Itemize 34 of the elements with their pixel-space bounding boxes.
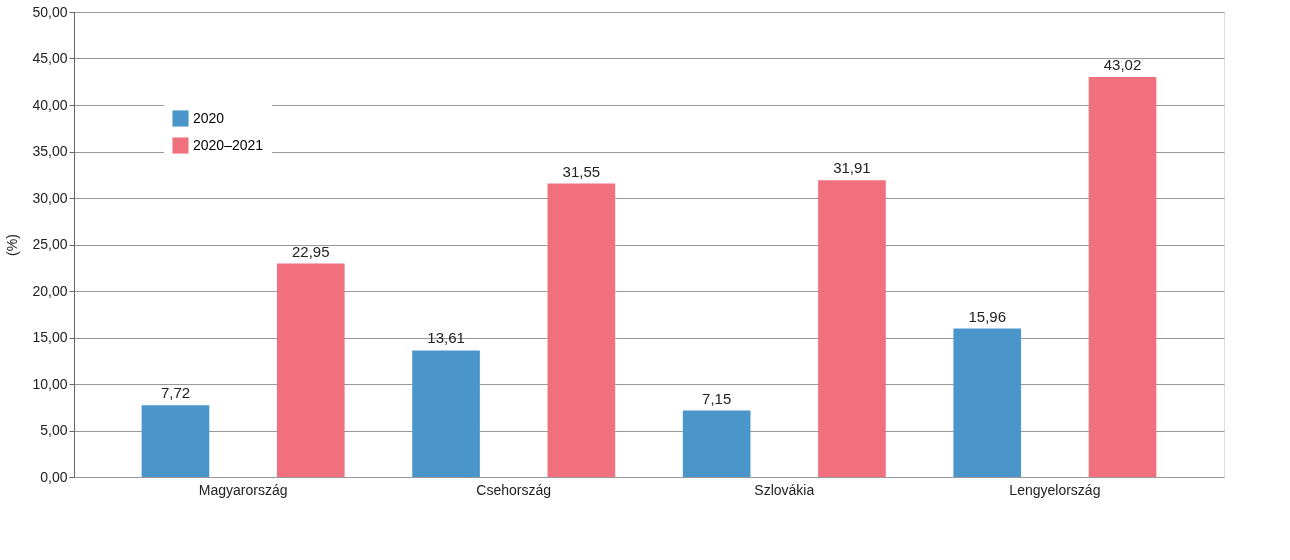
x-tick-label: Szlovákia <box>754 481 815 498</box>
y-tick-label: 50,00 <box>32 3 68 20</box>
bar <box>412 350 480 477</box>
y-tick-label: 40,00 <box>32 96 68 113</box>
data-label: 31,55 <box>562 162 601 180</box>
bar <box>953 328 1022 477</box>
data-label: 7,15 <box>702 389 732 407</box>
bar <box>682 410 751 477</box>
bar <box>141 405 210 477</box>
y-tick-label: 0,00 <box>40 468 68 485</box>
x-tick-label: Csehország <box>476 481 552 498</box>
y-tick-label: 45,00 <box>32 50 68 66</box>
bar <box>547 183 616 477</box>
data-label: 22,95 <box>291 242 330 260</box>
bar <box>1088 76 1157 477</box>
data-label: 43,02 <box>1103 55 1142 73</box>
x-tick-label: Magyarország <box>198 481 288 498</box>
y-tick-label: 30,00 <box>32 189 68 206</box>
data-label: 13,61 <box>427 329 465 347</box>
x-tick-label: Lengyelország <box>1009 481 1101 498</box>
y-tick-label: 15,00 <box>32 329 68 345</box>
data-label: 31,91 <box>833 159 871 177</box>
data-label: 7,72 <box>160 384 191 402</box>
legend-label: 2020–2021 <box>193 136 264 153</box>
y-tick-label: 20,00 <box>32 282 68 299</box>
y-tick-label: 25,00 <box>32 236 68 252</box>
y-tick-label: 35,00 <box>32 143 68 159</box>
bar <box>276 263 345 477</box>
bar <box>818 180 886 477</box>
y-tick-label: 5,00 <box>40 422 68 438</box>
y-tick-label: 10,00 <box>32 375 68 392</box>
data-label: 15,96 <box>968 307 1007 325</box>
legend-label: 2020 <box>193 109 225 126</box>
y-axis-title: (%) <box>4 234 21 256</box>
